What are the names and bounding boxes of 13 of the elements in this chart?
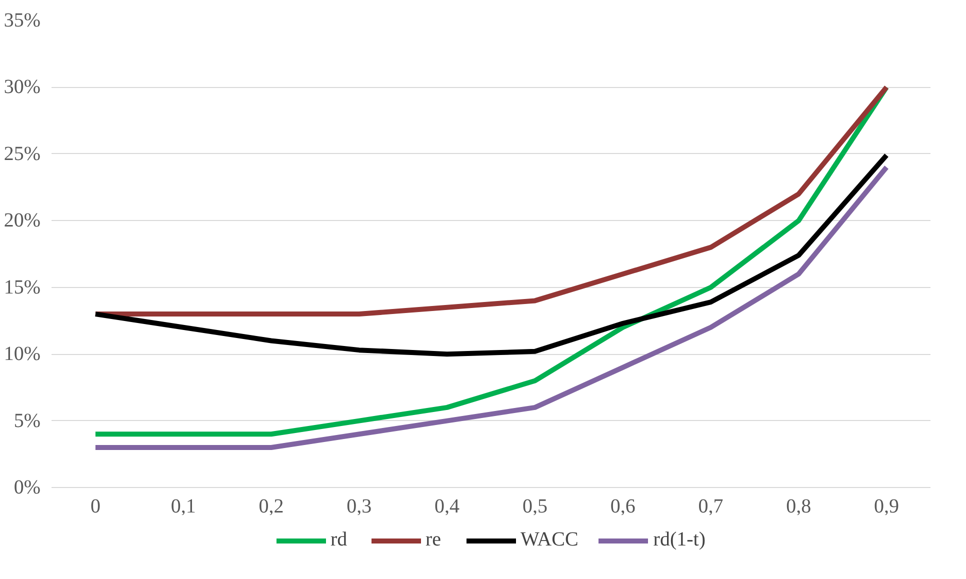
y-tick-label: 15% bbox=[4, 276, 41, 298]
legend-label: WACC bbox=[520, 528, 578, 552]
y-tick-label: 0% bbox=[14, 476, 41, 498]
x-tick-label: 0 bbox=[90, 496, 100, 518]
y-tick-label: 10% bbox=[4, 343, 41, 366]
y-tick-label: 20% bbox=[4, 210, 41, 232]
y-tick-label: 5% bbox=[14, 410, 41, 432]
y-tick-label: 35% bbox=[4, 10, 41, 32]
legend-label: rd bbox=[330, 528, 348, 552]
legend-label: rd(1-t) bbox=[653, 528, 706, 552]
y-tick-label: 25% bbox=[4, 142, 41, 165]
legend-label: re bbox=[426, 528, 442, 552]
y-tick-label: 30% bbox=[4, 76, 41, 98]
